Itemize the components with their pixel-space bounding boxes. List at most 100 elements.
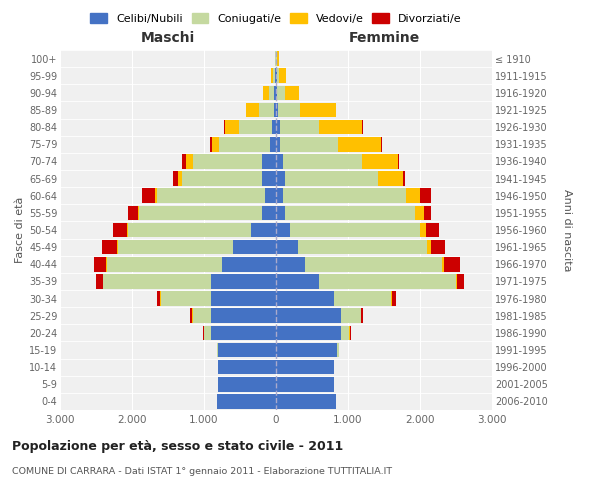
Bar [276,137,280,152]
Bar [142,188,155,203]
Bar [275,68,276,83]
Bar [276,274,319,288]
Bar [444,257,460,272]
Text: Popolazione per età, sesso e stato civile - 2011: Popolazione per età, sesso e stato civil… [12,440,343,453]
Bar [103,240,117,254]
Bar [274,86,276,100]
Bar [424,206,431,220]
Bar [319,274,456,288]
Bar [426,222,439,238]
Bar [298,240,427,254]
Bar [278,102,300,118]
Bar [276,360,334,374]
Bar [427,240,431,254]
Bar [290,222,420,238]
Bar [381,137,382,152]
Bar [211,137,212,152]
Bar [128,222,251,238]
Bar [283,188,406,203]
Bar [113,222,127,238]
Bar [420,188,431,203]
Legend: Celibi/Nubili, Coniugati/e, Vedovi/e, Divorziati/e: Celibi/Nubili, Coniugati/e, Vedovi/e, Di… [88,10,464,26]
Bar [138,206,139,220]
Bar [262,206,276,220]
Bar [362,120,363,134]
Bar [272,120,276,134]
Bar [233,240,276,254]
Bar [319,120,362,134]
Bar [182,154,186,168]
Bar [211,326,276,340]
Bar [305,257,442,272]
Bar [277,52,278,66]
Y-axis label: Fasce di età: Fasce di età [14,197,25,263]
Bar [193,154,262,168]
Bar [276,377,334,392]
Bar [276,206,286,220]
Bar [107,257,222,272]
Bar [415,206,424,220]
Bar [218,342,276,357]
Bar [277,86,284,100]
Bar [456,274,457,288]
Bar [276,86,277,100]
Bar [336,102,337,118]
Bar [182,172,262,186]
Bar [361,308,364,323]
Bar [406,188,420,203]
Bar [403,172,405,186]
Bar [211,292,276,306]
Bar [274,68,275,83]
Bar [276,257,305,272]
Bar [398,154,399,168]
Bar [338,137,381,152]
Text: Maschi: Maschi [141,31,195,45]
Bar [277,68,279,83]
Bar [276,326,341,340]
Bar [269,86,274,100]
Bar [457,274,464,288]
Bar [274,102,276,118]
Bar [247,102,259,118]
Bar [161,292,211,306]
Bar [378,172,403,186]
Bar [224,120,225,134]
Bar [259,102,274,118]
Bar [155,188,157,203]
Bar [211,308,276,323]
Bar [276,308,341,323]
Bar [217,394,276,408]
Bar [271,68,274,83]
Text: COMUNE DI CARRARA - Dati ISTAT 1° gennaio 2011 - Elaborazione TUTTITALIA.IT: COMUNE DI CARRARA - Dati ISTAT 1° gennai… [12,468,392,476]
Bar [139,206,262,220]
Bar [442,257,444,272]
Bar [211,274,276,288]
Bar [263,86,269,100]
Bar [118,240,233,254]
Bar [186,154,193,168]
Bar [128,206,138,220]
Bar [284,172,378,186]
Bar [269,137,276,152]
Bar [190,308,193,323]
Y-axis label: Anni di nascita: Anni di nascita [562,188,572,271]
Bar [246,102,247,118]
Bar [178,172,182,186]
Bar [280,120,319,134]
Bar [157,292,160,306]
Bar [127,222,128,238]
Bar [362,154,398,168]
Bar [204,326,211,340]
Bar [212,137,219,152]
Bar [117,240,118,254]
Bar [219,137,269,152]
Bar [284,86,299,100]
Bar [225,120,239,134]
Bar [222,257,276,272]
Bar [276,68,277,83]
Bar [286,206,415,220]
Bar [341,308,361,323]
Bar [283,154,362,168]
Bar [262,172,276,186]
Bar [334,292,391,306]
